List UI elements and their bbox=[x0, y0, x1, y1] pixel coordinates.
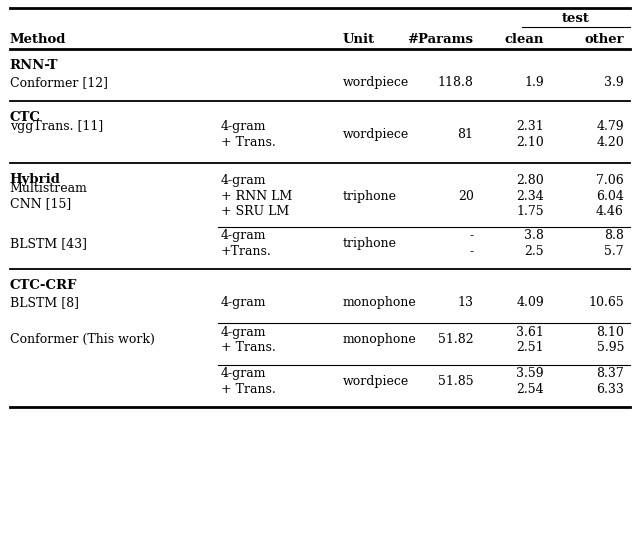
Text: 2.31: 2.31 bbox=[516, 120, 544, 134]
Text: 6.33: 6.33 bbox=[596, 383, 624, 396]
Text: test: test bbox=[562, 12, 590, 25]
Text: wordpiece: wordpiece bbox=[342, 375, 409, 389]
Text: BLSTM [8]: BLSTM [8] bbox=[10, 296, 79, 309]
Text: RNN-T: RNN-T bbox=[10, 59, 58, 73]
Text: 4-gram: 4-gram bbox=[221, 120, 266, 134]
Text: clean: clean bbox=[504, 33, 544, 46]
Text: 7.06: 7.06 bbox=[596, 174, 624, 187]
Text: 4.09: 4.09 bbox=[516, 296, 544, 309]
Text: 10.65: 10.65 bbox=[588, 296, 624, 309]
Text: 6.04: 6.04 bbox=[596, 190, 624, 203]
Text: 4-gram: 4-gram bbox=[221, 296, 266, 309]
Text: 4-gram: 4-gram bbox=[221, 174, 266, 187]
Text: 3.8: 3.8 bbox=[524, 229, 544, 243]
Text: 3.9: 3.9 bbox=[604, 76, 624, 89]
Text: 20: 20 bbox=[458, 190, 474, 203]
Text: Conformer (This work): Conformer (This work) bbox=[10, 333, 154, 347]
Text: 4.79: 4.79 bbox=[596, 120, 624, 134]
Text: 8.37: 8.37 bbox=[596, 367, 624, 381]
Text: Conformer [12]: Conformer [12] bbox=[10, 76, 108, 89]
Text: 2.80: 2.80 bbox=[516, 174, 544, 187]
Text: 4-gram: 4-gram bbox=[221, 367, 266, 381]
Text: CTC-CRF: CTC-CRF bbox=[10, 279, 77, 292]
Text: vggTrans. [11]: vggTrans. [11] bbox=[10, 120, 103, 134]
Text: +Trans.: +Trans. bbox=[221, 245, 271, 258]
Text: 81: 81 bbox=[458, 128, 474, 141]
Text: BLSTM [43]: BLSTM [43] bbox=[10, 237, 86, 250]
Text: 4-gram: 4-gram bbox=[221, 325, 266, 339]
Text: 51.85: 51.85 bbox=[438, 375, 474, 389]
Text: 118.8: 118.8 bbox=[438, 76, 474, 89]
Text: wordpiece: wordpiece bbox=[342, 128, 409, 141]
Text: 51.82: 51.82 bbox=[438, 333, 474, 347]
Text: + RNN LM: + RNN LM bbox=[221, 190, 292, 203]
Text: 2.5: 2.5 bbox=[524, 245, 544, 258]
Text: monophone: monophone bbox=[342, 296, 416, 309]
Text: + Trans.: + Trans. bbox=[221, 341, 276, 354]
Text: triphone: triphone bbox=[342, 237, 396, 250]
Text: 2.10: 2.10 bbox=[516, 136, 544, 149]
Text: 4.20: 4.20 bbox=[596, 136, 624, 149]
Text: 5.95: 5.95 bbox=[596, 341, 624, 354]
Text: + SRU LM: + SRU LM bbox=[221, 205, 289, 219]
Text: other: other bbox=[584, 33, 624, 46]
Text: 3.59: 3.59 bbox=[516, 367, 544, 381]
Text: #Params: #Params bbox=[408, 33, 474, 46]
Text: 2.34: 2.34 bbox=[516, 190, 544, 203]
Text: 4-gram: 4-gram bbox=[221, 229, 266, 243]
Text: Unit: Unit bbox=[342, 33, 374, 46]
Text: 1.9: 1.9 bbox=[524, 76, 544, 89]
Text: 13: 13 bbox=[458, 296, 474, 309]
Text: 5.7: 5.7 bbox=[604, 245, 624, 258]
Text: triphone: triphone bbox=[342, 190, 396, 203]
Text: 1.75: 1.75 bbox=[516, 205, 544, 219]
Text: 8.10: 8.10 bbox=[596, 325, 624, 339]
Text: 2.51: 2.51 bbox=[516, 341, 544, 354]
Text: 2.54: 2.54 bbox=[516, 383, 544, 396]
Text: + Trans.: + Trans. bbox=[221, 383, 276, 396]
Text: Multistream: Multistream bbox=[10, 182, 88, 195]
Text: -: - bbox=[470, 245, 474, 258]
Text: 3.61: 3.61 bbox=[516, 325, 544, 339]
Text: monophone: monophone bbox=[342, 333, 416, 347]
Text: CNN [15]: CNN [15] bbox=[10, 197, 71, 211]
Text: + Trans.: + Trans. bbox=[221, 136, 276, 149]
Text: 4.46: 4.46 bbox=[596, 205, 624, 219]
Text: Hybrid: Hybrid bbox=[10, 173, 60, 186]
Text: CTC: CTC bbox=[10, 111, 40, 125]
Text: 8.8: 8.8 bbox=[604, 229, 624, 243]
Text: -: - bbox=[470, 229, 474, 243]
Text: wordpiece: wordpiece bbox=[342, 76, 409, 89]
Text: Method: Method bbox=[10, 33, 66, 46]
